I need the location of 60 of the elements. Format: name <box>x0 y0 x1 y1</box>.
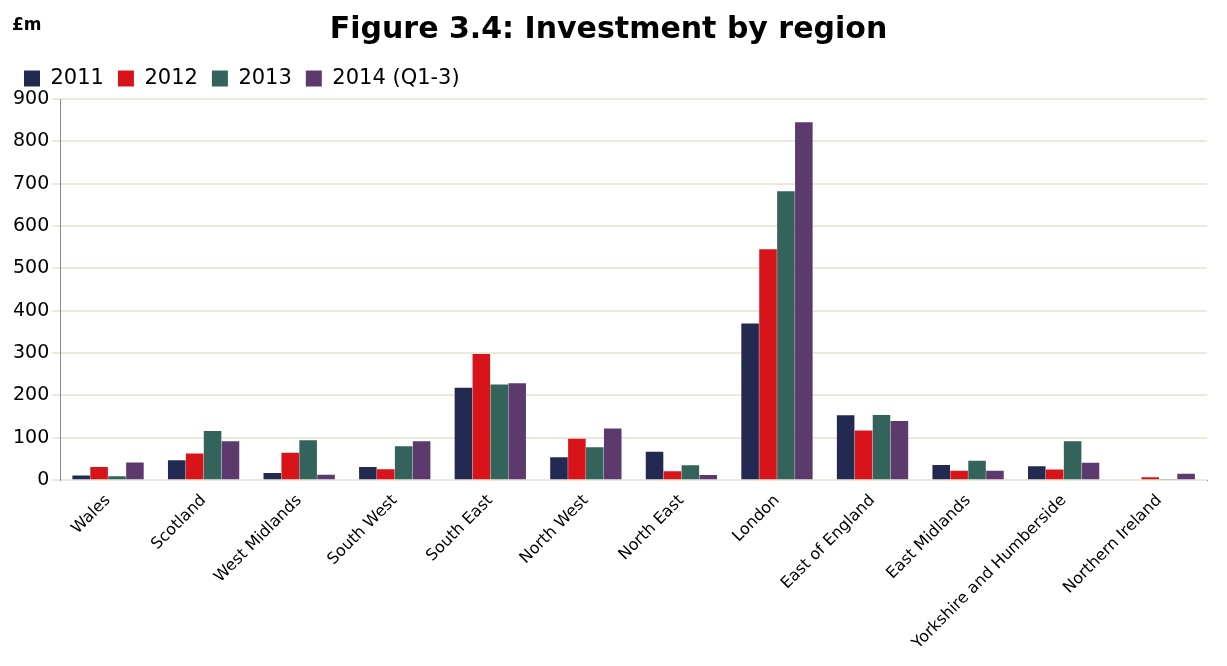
y-axis-title: £m <box>12 14 42 35</box>
bar <box>167 460 186 480</box>
bar <box>795 122 813 480</box>
bar <box>1081 462 1100 480</box>
bar <box>645 451 664 480</box>
bar <box>412 441 431 480</box>
y-tick-label: 600 <box>13 212 50 235</box>
bar <box>221 441 240 480</box>
legend-label: 2011 <box>50 64 104 89</box>
bar <box>454 387 473 480</box>
legend-label: 2014 (Q1-3) <box>332 64 460 89</box>
bar <box>317 474 335 480</box>
bar <box>550 457 568 480</box>
y-tick-label: 200 <box>13 382 50 405</box>
bar <box>1045 469 1064 480</box>
bar <box>741 323 759 480</box>
bar <box>586 447 604 480</box>
bar <box>759 249 777 480</box>
bar <box>490 384 509 480</box>
bar <box>1028 466 1046 480</box>
legend-label: 2013 <box>238 64 292 89</box>
bar <box>263 472 282 480</box>
bar <box>950 470 968 480</box>
bar <box>185 453 204 480</box>
bar <box>376 469 395 480</box>
bar <box>932 464 950 480</box>
bar <box>508 383 526 480</box>
bar <box>968 460 986 480</box>
legend-label: 2012 <box>144 64 198 89</box>
bar <box>699 475 718 480</box>
bar <box>681 465 700 480</box>
bar <box>777 191 795 480</box>
bar <box>472 353 491 480</box>
y-tick-label: 0 <box>37 467 50 490</box>
bar <box>203 431 222 480</box>
y-tick-label: 800 <box>13 128 50 151</box>
y-tick-label: 700 <box>13 170 50 193</box>
y-tick-label: 100 <box>13 424 50 447</box>
bar <box>108 476 126 480</box>
bar <box>854 430 873 480</box>
y-tick-label: 300 <box>13 340 50 363</box>
bar <box>568 438 586 480</box>
y-tick-label: 400 <box>13 297 50 320</box>
y-tick-label: 500 <box>13 255 50 278</box>
bar <box>299 440 317 480</box>
bar <box>1177 473 1195 480</box>
chart-title: Figure 3.4: Investment by region <box>329 9 888 45</box>
y-tick-label: 900 <box>13 85 50 108</box>
bar <box>359 467 377 480</box>
bar <box>872 414 891 480</box>
bar <box>1063 441 1082 480</box>
bar <box>836 415 855 480</box>
bar <box>986 470 1004 480</box>
bar <box>394 446 413 480</box>
bar <box>90 467 108 480</box>
bar <box>663 471 682 480</box>
bar <box>890 420 909 480</box>
bar <box>126 462 144 480</box>
bar <box>281 452 299 480</box>
bar <box>603 428 622 480</box>
